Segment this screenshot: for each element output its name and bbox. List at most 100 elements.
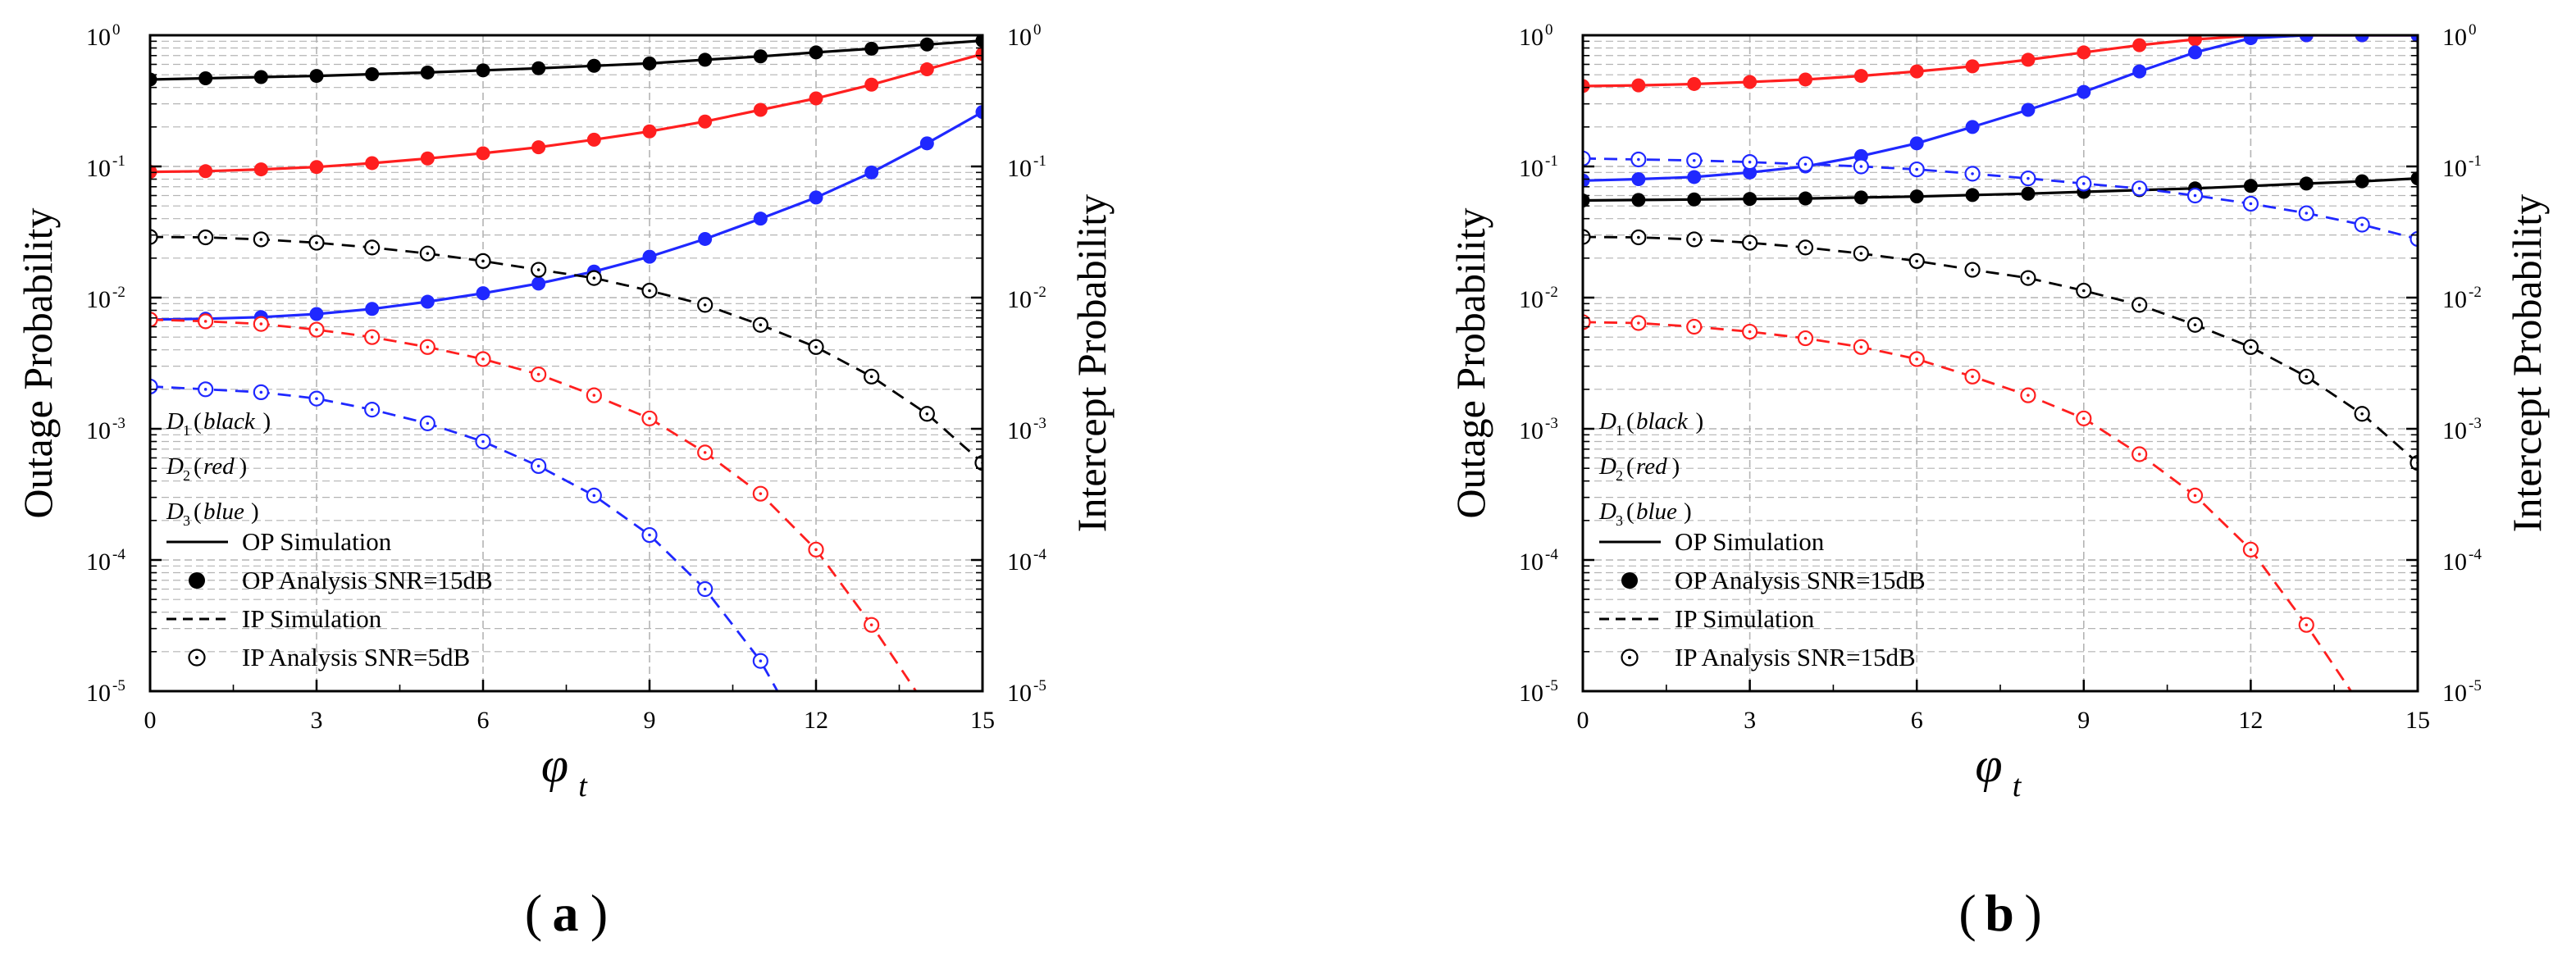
data-point-center-blue (315, 397, 318, 400)
y-tick-label-right: 10 (2442, 549, 2467, 576)
y-tick-exponent-right: -5 (1033, 677, 1046, 694)
data-point-op-blue (2299, 35, 2314, 43)
y-tick-label-right: 10 (1007, 549, 1032, 576)
legend-open-circle-center (195, 656, 198, 659)
data-point-center-blue (2305, 212, 2309, 215)
x-tick-label: 9 (644, 707, 656, 734)
data-point-ip-red (920, 700, 934, 714)
data-point-center-blue (1748, 160, 1752, 164)
data-point-op-red (1743, 75, 1758, 89)
data-point-ip-red (2355, 700, 2369, 714)
y-tick-label-left: 10 (86, 24, 111, 51)
x-axis-label-subscript: t (2013, 769, 2022, 803)
legend-device-open-paren: ( (194, 453, 202, 480)
data-point-center-blue (426, 421, 430, 426)
legend-device-color: red (1636, 453, 1667, 480)
series-line-ip-black (150, 235, 983, 464)
y-axis-label-left: Outage Probability (1448, 207, 1493, 518)
data-point-op-black (309, 69, 324, 84)
y-tick-exponent-right: -2 (1033, 284, 1046, 301)
legend-open-circle-center (1628, 656, 1631, 659)
data-point-op-blue (2132, 64, 2147, 79)
data-point-op-black (420, 65, 435, 80)
data-point-center-black (2360, 412, 2364, 416)
data-point-ip-red (2411, 805, 2425, 819)
legend-device-subscript: 2 (1616, 467, 1623, 484)
x-tick-label: 6 (477, 707, 490, 734)
data-point-op-red (698, 114, 713, 129)
data-point-center-red (1915, 357, 1918, 361)
data-point-center-black (925, 412, 929, 416)
data-point-center-black (1915, 259, 1918, 263)
data-point-center-red (2360, 706, 2364, 709)
legend-entry-label: OP Simulation (1675, 527, 1825, 556)
data-point-center-black (259, 238, 263, 241)
legend-device-symbol: D (1598, 498, 1616, 525)
legend-device-close-paren: ) (239, 453, 248, 480)
data-point-center-blue (2193, 193, 2197, 198)
data-point-center-black (1971, 268, 1974, 271)
data-point-op-red (864, 77, 879, 92)
data-point-op-blue (642, 249, 657, 264)
series-line-op-red (150, 52, 983, 174)
data-point-center-red (1748, 330, 1752, 334)
y-tick-label-right: 10 (1007, 680, 1032, 707)
data-point-op-black (2299, 176, 2314, 191)
data-point-op-black (586, 58, 601, 73)
data-point-op-blue (809, 190, 823, 205)
data-point-op-blue (919, 136, 934, 151)
data-point-op-blue (864, 165, 879, 180)
legend-device-open-paren: ( (1626, 453, 1635, 480)
y-tick-label-right: 10 (2442, 680, 2467, 707)
data-point-center-red (869, 623, 873, 626)
y-tick-label-right: 10 (1007, 286, 1032, 313)
y-tick-exponent-left: -2 (112, 284, 125, 301)
data-layer (150, 35, 983, 714)
data-point-op-red (2077, 45, 2091, 60)
data-point-center-blue (203, 388, 207, 391)
legend-device-close-paren: ) (263, 408, 271, 435)
data-point-op-blue (2410, 35, 2418, 43)
legend-device-symbol: D (166, 453, 184, 480)
x-tick-label: 9 (2077, 707, 2090, 734)
legend-device-subscript: 1 (1616, 422, 1623, 439)
y-tick-exponent-left: -1 (1545, 152, 1558, 170)
data-point-op-black (150, 72, 157, 87)
data-point-center-red (2193, 494, 2197, 498)
series-line-op-blue (150, 111, 983, 321)
data-point-center-red (1692, 325, 1696, 329)
y-tick-exponent-right: -4 (2469, 546, 2482, 563)
y-axis-label-right: Intercept Probability (2504, 194, 2550, 532)
y-tick-exponent-right: -3 (1033, 415, 1046, 432)
data-point-center-red (1803, 336, 1808, 340)
x-axis-label-subscript: t (578, 769, 588, 803)
data-point-center-black (592, 276, 596, 280)
data-point-center-blue (2360, 223, 2364, 226)
legend-filled-dot-symbol (1621, 572, 1638, 589)
legend-device-color: black (1636, 408, 1689, 435)
data-point-center-blue (259, 390, 263, 394)
panel-label-close-paren: ) (590, 884, 608, 942)
data-point-op-black (1798, 191, 1812, 206)
legend-entry-label: IP Analysis SNR=15dB (1675, 643, 1916, 671)
data-point-op-red (2021, 52, 2036, 67)
ticks (1581, 34, 2419, 693)
data-point-center-black (2082, 289, 2086, 293)
legend-entry-label: OP Analysis SNR=15dB (1675, 566, 1926, 594)
data-point-op-black (365, 66, 380, 81)
y-tick-exponent-left: -1 (112, 152, 125, 170)
panel-label: a (553, 884, 579, 942)
data-point-op-red (1965, 59, 1980, 74)
data-point-op-red (586, 132, 601, 147)
legend-device-open-paren: ( (194, 408, 202, 435)
x-axis-label-symbol: φ (541, 738, 568, 792)
x-tick-label: 0 (144, 707, 157, 734)
data-point-op-black (476, 63, 490, 78)
data-point-center-red (814, 548, 818, 552)
legend-device-subscript: 3 (1616, 512, 1623, 529)
legend-device-symbol: D (166, 408, 184, 435)
legend-entry-label: OP Analysis SNR=15dB (242, 566, 493, 594)
